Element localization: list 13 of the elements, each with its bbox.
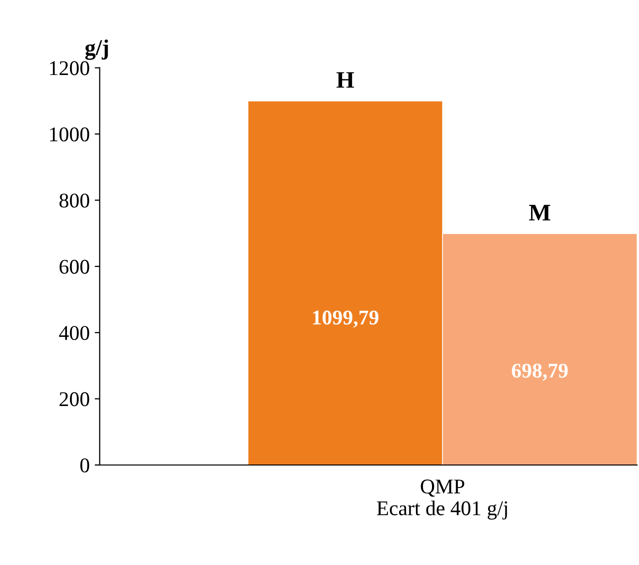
- y-tick-label: 1000: [50, 127, 90, 142]
- y-tick-label: 200: [60, 392, 90, 406]
- series-label: M: [529, 204, 550, 220]
- y-tick-label: 800: [60, 194, 90, 208]
- series-label: H: [336, 72, 354, 88]
- data-label: 1099,79: [313, 310, 378, 328]
- y-tick-label: 1200: [50, 61, 90, 76]
- data-label: 698,79: [512, 364, 568, 381]
- y-axis-title: g/j: [85, 40, 108, 60]
- y-tick-label: 400: [59, 326, 90, 340]
- x-tick-label: QMP Ecart de 401 g/j: [376, 480, 507, 520]
- y-tick-label: 0: [80, 458, 90, 472]
- y-tick-label: 600: [60, 260, 90, 274]
